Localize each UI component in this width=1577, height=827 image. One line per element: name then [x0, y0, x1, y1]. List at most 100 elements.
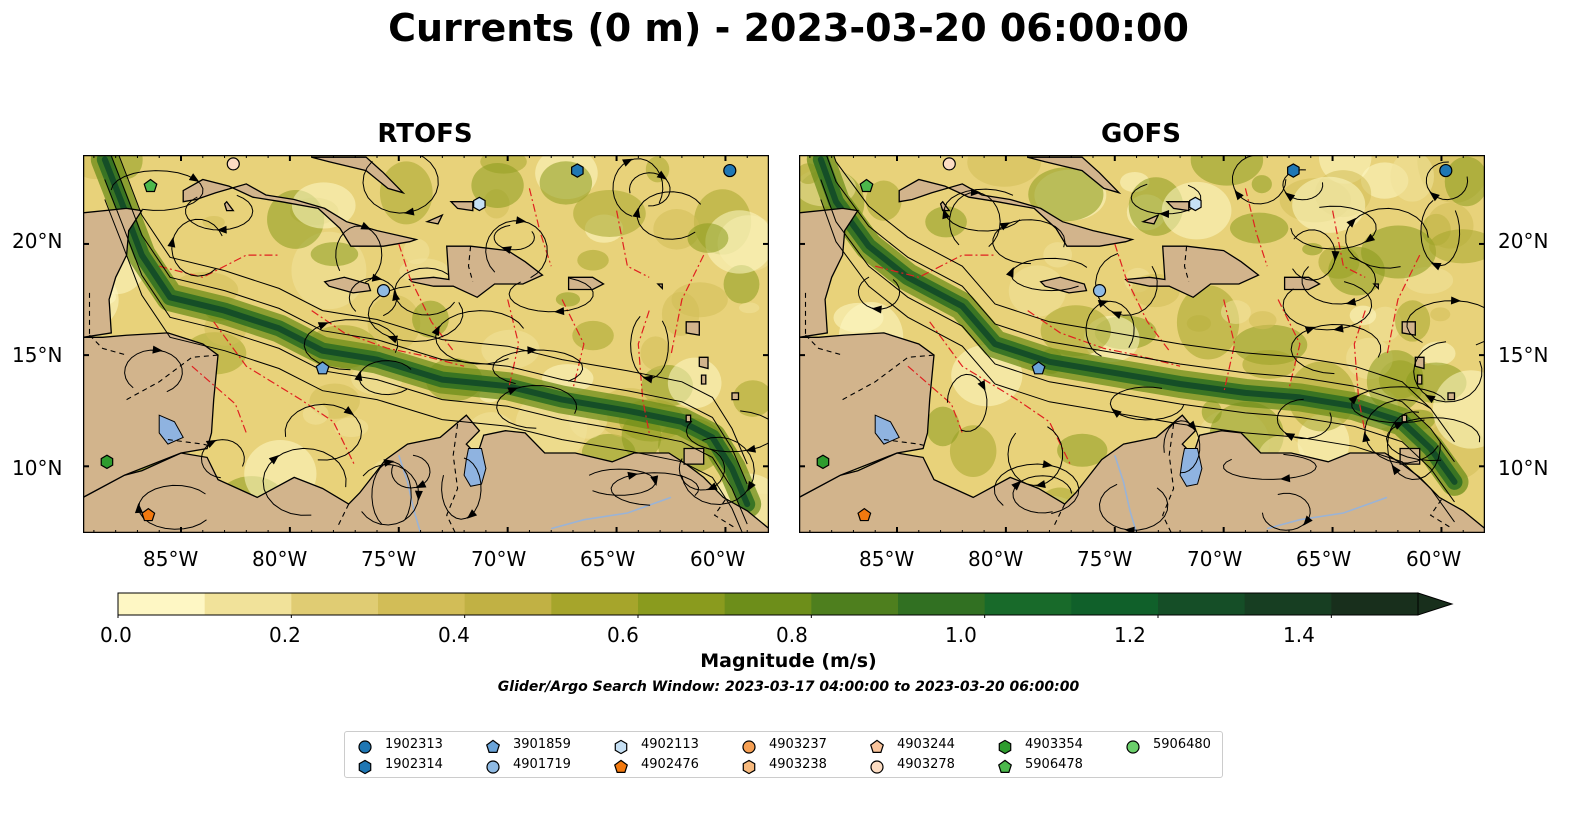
colorbar-tick-label: 0.8 — [776, 623, 808, 647]
speed-patch — [1229, 212, 1289, 244]
streamline-arrow — [999, 222, 1011, 231]
legend-marker — [614, 739, 628, 755]
colorbar-segment — [1331, 593, 1419, 615]
streamline — [820, 179, 1455, 503]
land-polygon — [1027, 156, 1122, 195]
hexagon-marker-icon — [742, 759, 756, 775]
land-polygon — [799, 332, 935, 533]
streamline-arrow — [403, 207, 415, 216]
streamline-arrow — [1333, 324, 1344, 333]
streamline-arrow — [507, 387, 519, 395]
colorbar-segment — [1071, 593, 1159, 615]
land-polygon — [83, 207, 143, 338]
land-polygon — [1372, 283, 1379, 290]
legend-marker — [870, 739, 884, 753]
streamline-arrow — [1303, 515, 1313, 526]
lon-tick-label: 70°W — [471, 547, 527, 571]
streamline-arrow — [1331, 251, 1340, 262]
eez-line — [875, 254, 995, 278]
speed-patch — [967, 155, 1042, 187]
land — [83, 156, 769, 533]
hexagon-marker-icon — [998, 739, 1012, 755]
speed-patch — [1302, 242, 1323, 256]
land-polygon — [799, 414, 1485, 533]
speed-patch — [367, 294, 421, 352]
legend-marker — [870, 760, 884, 774]
colorbar-segment — [724, 593, 812, 615]
streamline-arrow — [977, 380, 986, 391]
eez-line — [1332, 210, 1366, 278]
float-marker — [473, 196, 486, 212]
float-marker — [1439, 163, 1453, 178]
colorbar-segment — [638, 593, 726, 615]
speed-patch — [379, 161, 433, 225]
colorbar-segment — [811, 593, 899, 615]
legend-marker — [614, 759, 628, 773]
speed-patch — [687, 223, 729, 253]
eez-line — [213, 321, 356, 467]
streamline-arrow — [268, 455, 280, 465]
land-polygon — [685, 321, 700, 336]
lon-tick-label: 75°W — [361, 547, 417, 571]
land-polygon — [731, 392, 740, 401]
land-polygon — [182, 178, 419, 247]
streamline-arrow — [871, 305, 882, 314]
land-polygon — [898, 178, 1135, 247]
streamline-arrow — [650, 475, 659, 486]
land-polygon — [1140, 213, 1160, 225]
streamline-arrow — [167, 236, 176, 248]
lon-tick-label: 80°W — [252, 547, 308, 571]
float-marker — [1189, 196, 1202, 212]
float-marker — [859, 178, 874, 193]
float-marker — [100, 454, 114, 470]
circle-marker-icon — [358, 740, 372, 754]
land-polygon — [323, 276, 372, 294]
speed-patch — [732, 380, 769, 417]
eez-line — [1244, 188, 1268, 267]
border-line — [1162, 423, 1175, 533]
streamline-arrow — [188, 173, 200, 182]
streamline — [820, 199, 1455, 523]
land-polygon — [1447, 392, 1456, 401]
streamline-arrow — [1348, 394, 1359, 405]
streamline-arrow — [515, 216, 527, 225]
current-core-inner — [817, 156, 1458, 485]
legend-label: 5906480 — [1153, 737, 1211, 752]
legend-label: 4903244 — [897, 737, 955, 752]
float-marker — [816, 454, 830, 470]
pentagon-marker-icon — [870, 739, 884, 753]
streamline — [104, 179, 748, 525]
streamline-arrow — [1429, 191, 1440, 202]
map-panel-rtofs — [83, 155, 769, 533]
streamline-arrow — [1393, 421, 1405, 430]
speed-patch — [1430, 307, 1451, 322]
colorbar-segment — [204, 593, 292, 615]
lon-tick-label: 65°W — [580, 547, 636, 571]
speed-patch — [334, 417, 369, 438]
eez-line — [929, 321, 1072, 467]
speed-patch — [1248, 311, 1277, 330]
streamline — [825, 155, 1455, 463]
panel-title-gofs: GOFS — [1101, 119, 1181, 149]
hexagon-marker-icon — [614, 739, 628, 755]
pentagon-marker-icon — [486, 739, 500, 753]
lon-tick-label: 85°W — [859, 547, 915, 571]
streamline-arrow — [1450, 296, 1462, 305]
speed-patch — [1292, 176, 1366, 233]
streamline-arrow — [1111, 311, 1122, 319]
speed-patch — [1444, 156, 1485, 207]
legend-marker — [486, 739, 500, 753]
eez-line — [1114, 243, 1170, 352]
circle-marker-icon — [742, 740, 756, 754]
border-line — [167, 439, 212, 447]
legend-marker — [742, 759, 756, 775]
border-line — [446, 423, 459, 533]
eez-line — [616, 210, 650, 278]
streamline-arrow — [387, 335, 399, 344]
border-line — [713, 499, 737, 530]
land-polygon — [1124, 245, 1260, 299]
streamline — [118, 155, 748, 465]
speed-patch — [555, 292, 581, 307]
border-line — [467, 246, 474, 282]
speed-patch — [1190, 155, 1264, 186]
